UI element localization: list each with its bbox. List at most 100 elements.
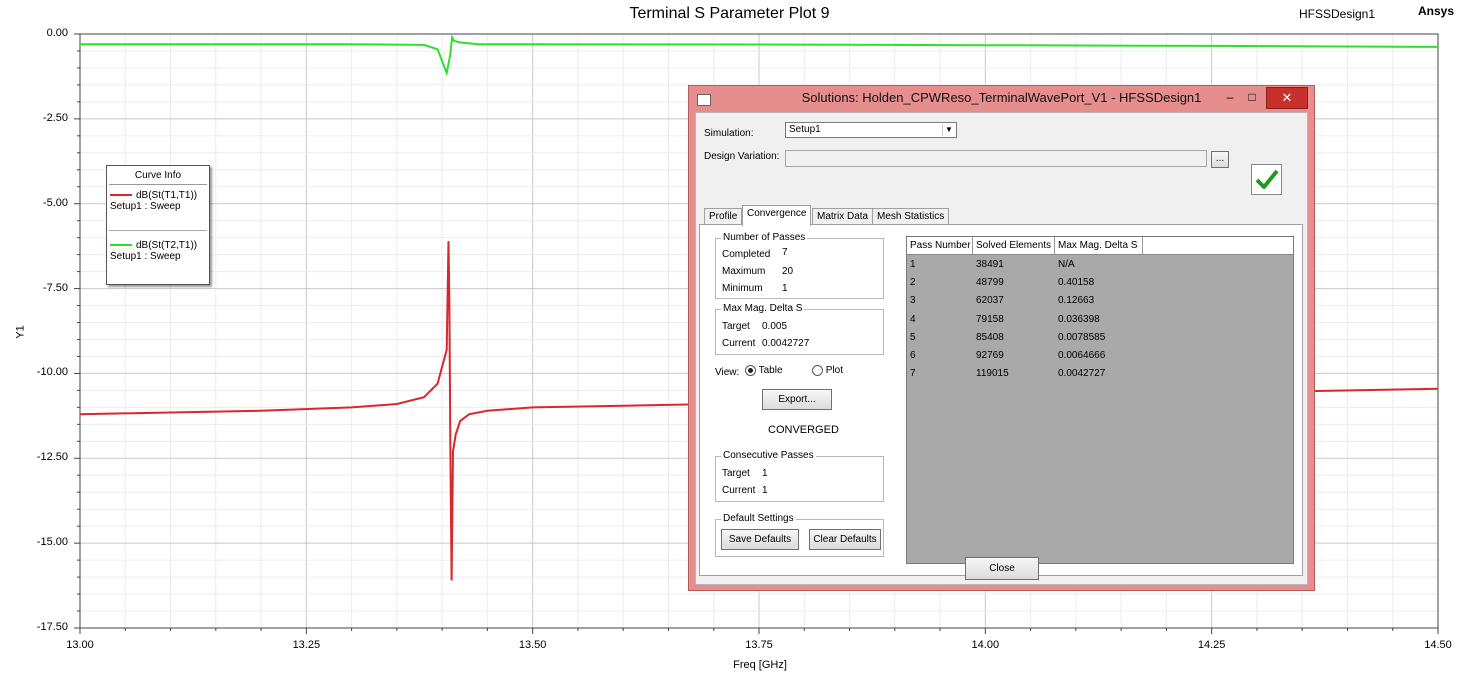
x-tick-label: 13.00 (66, 639, 94, 651)
window-icon (697, 94, 711, 106)
consecutive-group-title: Consecutive Passes (721, 450, 816, 461)
close-button[interactable]: Close (965, 557, 1039, 580)
tab-mesh-statistics[interactable]: Mesh Statistics (872, 208, 950, 225)
solutions-dialog[interactable]: Solutions: Holden_CPWReso_TerminalWavePo… (688, 85, 1315, 591)
header-pass-number[interactable]: Pass Number (907, 237, 973, 254)
curve-info-title: Curve Info (109, 166, 207, 185)
series-line-t21[interactable] (80, 34, 1439, 77)
y-tick-label: -5.00 (42, 196, 68, 209)
dialog-title: Solutions: Holden_CPWReso_TerminalWavePo… (801, 90, 1202, 105)
legend-line-t11 (110, 194, 132, 197)
dialog-client-area: Simulation: Setup1 ▼ Design Variation: .… (695, 112, 1308, 585)
legend-source-t21: Setup1 : Sweep (110, 251, 181, 262)
cell-pass-number: 2 (910, 277, 916, 289)
minimize-button[interactable]: – (1226, 90, 1234, 104)
cell-max-mag-delta-s: 0.0064666 (1058, 350, 1106, 361)
radio-selected-icon (745, 365, 756, 376)
delta-s-group: Max Mag. Delta S Target 0.005 Current 0.… (715, 303, 884, 355)
tab-profile[interactable]: Profile (704, 208, 743, 225)
passes-completed-label: Completed (722, 249, 771, 260)
cell-max-mag-delta-s: 0.0078585 (1058, 331, 1106, 343)
design-name: HFSSDesign1 (1299, 7, 1376, 21)
delta-s-target-value: 0.005 (762, 321, 788, 332)
window-close-button[interactable]: ✕ (1266, 87, 1308, 109)
y-tick-label: -15.00 (36, 536, 68, 549)
cell-max-mag-delta-s: 0.40158 (1058, 277, 1095, 289)
cell-pass-number: 1 (910, 259, 916, 270)
plot-title: Terminal S Parameter Plot 9 (629, 5, 830, 22)
consecutive-target-value: 1 (762, 468, 768, 479)
passes-group-title: Number of Passes (721, 232, 808, 243)
legend-entry-t21[interactable]: dB(St(T2,T1)) Setup1 : Sweep (110, 240, 208, 262)
design-variation-label: Design Variation: (704, 151, 780, 162)
clear-defaults-button[interactable]: Clear Defaults (809, 529, 881, 550)
chevron-down-icon: ▼ (942, 124, 955, 136)
cell-pass-number: 6 (910, 350, 916, 361)
consecutive-target-label: Target (722, 468, 750, 479)
defaults-group: Default Settings Save Defaults Clear Def… (715, 513, 884, 557)
delta-s-group-title: Max Mag. Delta S (721, 303, 805, 314)
cell-pass-number: 3 (910, 295, 916, 307)
delta-s-current-label: Current (722, 338, 756, 349)
passes-maximum-value: 20 (782, 266, 794, 277)
cell-solved-elements: 92769 (976, 350, 1004, 361)
passes-minimum-label: Minimum (722, 283, 763, 294)
legend-line-t21 (110, 244, 132, 247)
view-table-label: Table (758, 365, 783, 377)
delta-s-target-label: Target (722, 321, 750, 332)
consecutive-current-value: 1 (762, 485, 768, 496)
design-variation-field[interactable] (785, 150, 1207, 167)
simulation-label: Simulation: (704, 128, 754, 139)
y-tick-label: -7.50 (42, 281, 68, 294)
y-tick-label: 0.00 (46, 27, 68, 39)
browse-button[interactable]: ... (1211, 151, 1229, 168)
view-table-radio[interactable]: Table (745, 365, 783, 376)
x-tick-label: 14.50 (1424, 639, 1452, 651)
legend-entry-t11[interactable]: dB(St(T1,T1)) Setup1 : Sweep (110, 190, 208, 212)
cell-pass-number: 7 (910, 368, 916, 380)
convergence-panel: Number of Passes Completed 7 Maximum 20 … (699, 224, 1303, 576)
y-tick-label: -17.50 (36, 621, 68, 634)
y-tick-label: -2.50 (42, 111, 68, 124)
legend-divider (109, 230, 207, 231)
curve-info-legend[interactable]: Curve Info dB(St(T1,T1)) Setup1 : Sweep … (106, 165, 210, 285)
convergence-status-indicator (1251, 164, 1282, 195)
maximize-button[interactable]: □ (1248, 90, 1256, 104)
tab-convergence[interactable]: Convergence (742, 205, 812, 226)
brand-logo: Ansys (1418, 4, 1455, 18)
legend-source-t11: Setup1 : Sweep (110, 201, 181, 212)
save-defaults-button[interactable]: Save Defaults (721, 529, 799, 550)
cell-pass-number: 5 (910, 331, 916, 343)
header-solved-elements[interactable]: Solved Elements (973, 237, 1055, 254)
convergence-table[interactable]: Pass Number Solved Elements Max Mag. Del… (906, 236, 1294, 564)
view-plot-label: Plot (825, 365, 844, 377)
y-axis-label: Y1 (14, 325, 27, 339)
x-tick-label: 13.50 (518, 639, 547, 651)
cell-max-mag-delta-s: N/A (1058, 259, 1075, 270)
consecutive-current-label: Current (722, 485, 756, 496)
check-icon (1255, 169, 1279, 189)
x-tick-label: 14.25 (1197, 639, 1226, 651)
cell-solved-elements: 85408 (976, 331, 1004, 343)
delta-s-current-value: 0.0042727 (762, 338, 810, 349)
cell-solved-elements: 119015 (976, 368, 1009, 380)
consecutive-group: Consecutive Passes Target 1 Current 1 (715, 450, 884, 502)
passes-maximum-label: Maximum (722, 266, 766, 277)
view-plot-radio[interactable]: Plot (812, 365, 843, 376)
cell-solved-elements: 38491 (976, 259, 1004, 270)
passes-minimum-value: 1 (782, 283, 788, 294)
simulation-select[interactable]: Setup1 ▼ (785, 122, 957, 138)
x-axis-label: Freq [GHz] (733, 659, 787, 671)
cell-max-mag-delta-s: 0.12663 (1058, 295, 1095, 307)
cell-max-mag-delta-s: 0.0042727 (1058, 368, 1106, 380)
x-tick-label: 13.75 (745, 639, 773, 651)
export-button[interactable]: Export... (762, 389, 832, 410)
cell-solved-elements: 48799 (976, 277, 1004, 289)
simulation-value: Setup1 (789, 124, 821, 135)
convergence-status-text: CONVERGED (768, 424, 839, 436)
y-tick-label: -12.50 (36, 451, 68, 464)
legend-name-t21: dB(St(T2,T1)) (136, 240, 198, 251)
header-max-mag-delta-s[interactable]: Max Mag. Delta S (1055, 237, 1143, 254)
passes-group: Number of Passes Completed 7 Maximum 20 … (715, 232, 884, 299)
tab-matrix-data[interactable]: Matrix Data (812, 208, 874, 225)
